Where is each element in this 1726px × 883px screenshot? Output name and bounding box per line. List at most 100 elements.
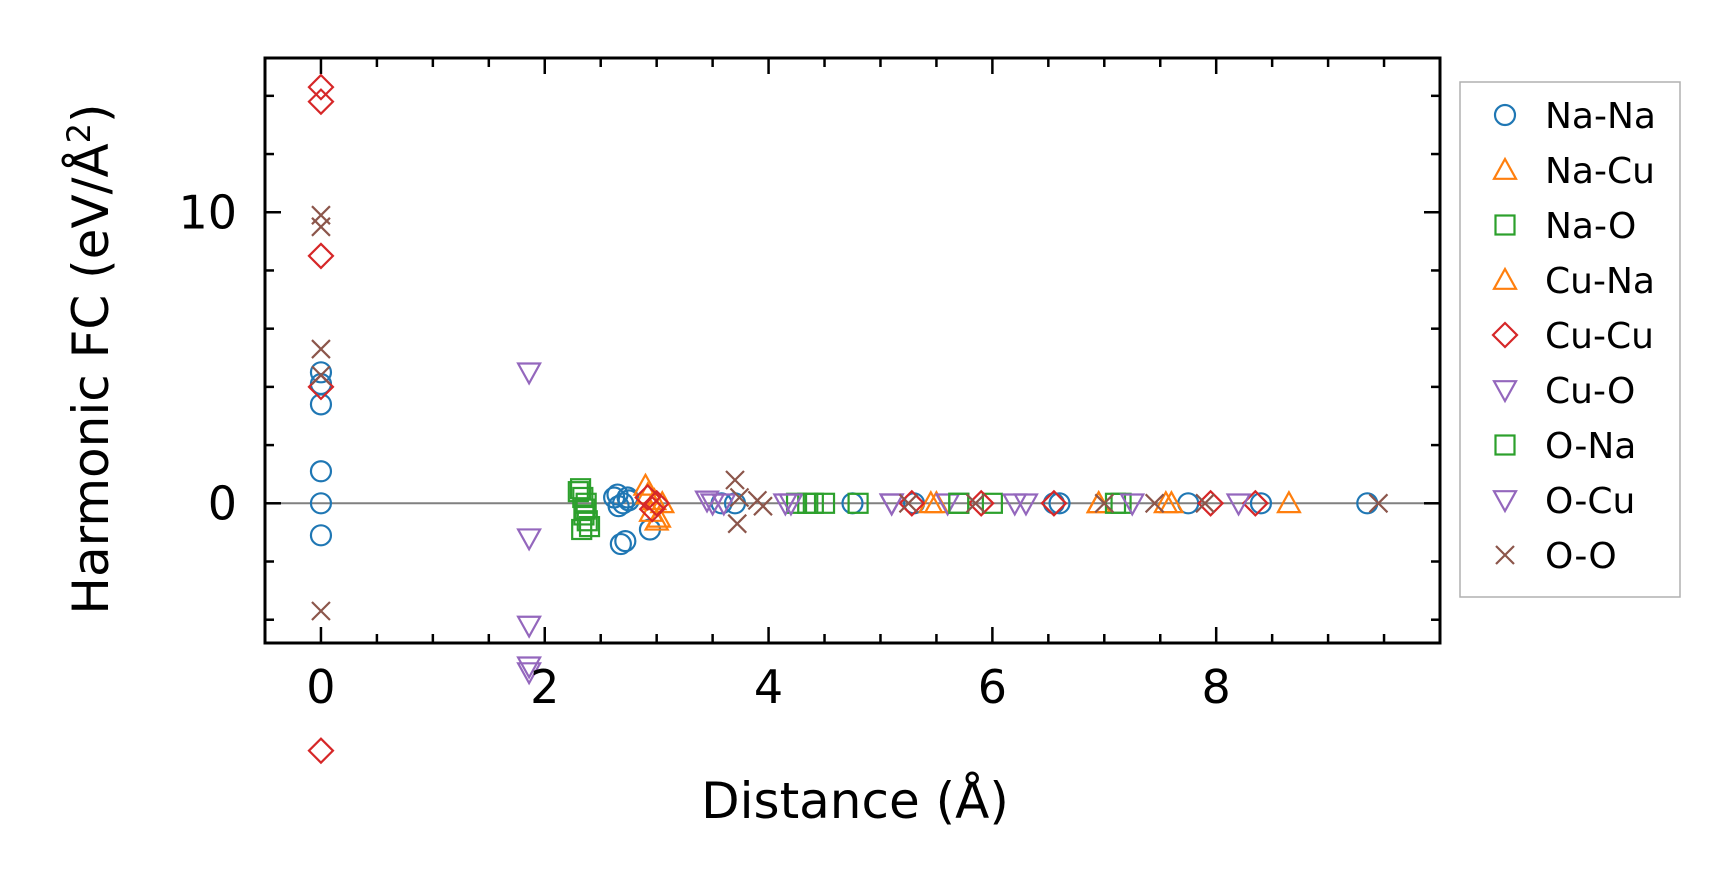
legend-marker xyxy=(1492,380,1518,404)
series-o-na xyxy=(567,481,1127,538)
data-point xyxy=(614,530,637,553)
y-axis-label-main: Harmonic FC (eV/Å xyxy=(62,143,120,614)
x-tick-label: 2 xyxy=(530,660,559,714)
legend: Na-Na Na-Cu Na-O Cu-Na Cu-Cu Cu-O O-Na O-Cu O-O xyxy=(1459,81,1681,598)
legend-label: Cu-O xyxy=(1545,371,1635,412)
data-point xyxy=(311,217,331,237)
data-point xyxy=(573,504,595,526)
data-point xyxy=(311,365,331,386)
data-point xyxy=(309,492,333,515)
data-point xyxy=(694,490,720,514)
data-point xyxy=(1276,490,1302,514)
legend-marker xyxy=(1491,321,1519,349)
data-point xyxy=(1195,493,1215,514)
points-layer xyxy=(307,73,1389,765)
data-point xyxy=(309,460,333,483)
y-tick-label: 0 xyxy=(208,476,237,530)
data-point xyxy=(307,737,335,765)
legend-item: Na-O xyxy=(1494,206,1636,247)
legend-item: Na-Cu xyxy=(1492,151,1655,192)
tick-labels: 0 2 4 6 8 0 10 xyxy=(178,185,1230,714)
plot-frame xyxy=(263,56,1442,645)
data-point xyxy=(1152,490,1179,514)
data-point xyxy=(1040,489,1068,517)
data-point xyxy=(611,492,635,515)
x-tick-label: 0 xyxy=(306,660,335,714)
data-point xyxy=(1368,493,1389,514)
data-point xyxy=(753,496,773,516)
y-tick-label: 10 xyxy=(178,185,237,239)
data-point xyxy=(307,88,335,116)
y-axis-label-sup: 2 xyxy=(60,123,98,143)
x-tick-label: 6 xyxy=(978,660,1007,714)
legend-label: O-Na xyxy=(1545,426,1636,467)
data-point xyxy=(878,493,905,517)
data-point xyxy=(516,362,542,386)
data-point xyxy=(1048,492,1071,515)
series-o-cu xyxy=(694,490,1252,517)
legend-label: Na-O xyxy=(1545,206,1636,247)
data-point xyxy=(981,492,1003,514)
data-point xyxy=(643,489,671,517)
legend-label: O-O xyxy=(1545,536,1617,577)
data-point xyxy=(1042,492,1066,515)
legend-item: O-O xyxy=(1495,536,1617,577)
data-point xyxy=(1094,493,1115,514)
y-axis-label-end: ) xyxy=(62,103,120,123)
data-point xyxy=(616,486,639,509)
data-point xyxy=(729,487,750,508)
data-point xyxy=(609,532,632,556)
x-tick-label: 4 xyxy=(754,660,783,714)
y-axis-label: Harmonic FC (eV/Å2) xyxy=(60,103,120,614)
legend-label: O-Cu xyxy=(1545,481,1635,522)
data-point xyxy=(574,498,596,520)
data-point xyxy=(772,493,799,517)
data-point xyxy=(1001,493,1028,517)
data-point xyxy=(307,242,335,270)
data-point xyxy=(572,486,594,509)
data-point xyxy=(1144,493,1165,514)
legend-item: Na-Na xyxy=(1493,96,1656,137)
data-point xyxy=(710,493,737,517)
data-point xyxy=(516,528,542,552)
data-point xyxy=(516,656,542,680)
data-point xyxy=(638,495,666,523)
data-point xyxy=(311,601,331,621)
legend-item: O-Cu xyxy=(1492,481,1635,522)
legend-marker xyxy=(1492,156,1518,180)
data-point xyxy=(1225,493,1252,517)
data-point xyxy=(309,393,333,416)
data-point xyxy=(575,492,597,514)
data-point xyxy=(309,524,333,547)
data-point xyxy=(578,515,601,538)
legend-marker xyxy=(1495,545,1515,565)
data-point xyxy=(311,339,331,359)
data-point xyxy=(567,481,589,503)
data-point xyxy=(813,492,836,514)
data-point xyxy=(802,492,824,514)
data-point xyxy=(516,615,542,639)
legend-marker xyxy=(1493,103,1517,127)
data-point xyxy=(1249,492,1273,515)
legend-item: O-Na xyxy=(1494,426,1636,467)
data-point xyxy=(725,470,745,490)
series-o-o xyxy=(311,205,1389,621)
legend-label: Na-Na xyxy=(1545,96,1656,137)
legend-label: Cu-Na xyxy=(1545,261,1655,302)
x-tick-label: 8 xyxy=(1202,660,1231,714)
data-point xyxy=(967,489,995,517)
data-point xyxy=(727,513,748,534)
x-axis-label: Distance (Å) xyxy=(701,772,1009,830)
legend-marker xyxy=(1494,214,1516,236)
legend-label: Cu-Cu xyxy=(1545,316,1654,357)
legend-item: Cu-Cu xyxy=(1491,316,1654,357)
data-point xyxy=(632,472,659,496)
data-point xyxy=(516,662,542,686)
data-point xyxy=(965,493,986,514)
data-point xyxy=(847,492,869,514)
data-point xyxy=(1197,489,1225,517)
data-point xyxy=(307,73,335,101)
data-point xyxy=(1119,493,1146,517)
